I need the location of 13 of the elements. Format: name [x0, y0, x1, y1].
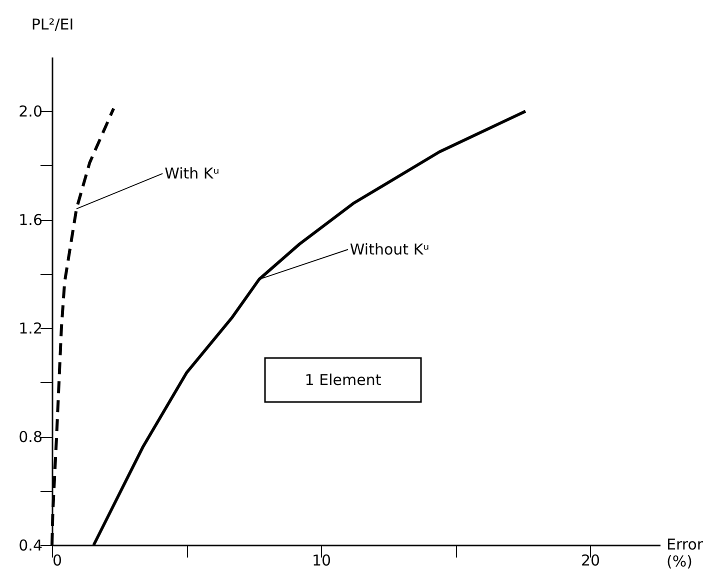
- y-axis-title: PL²/EI: [31, 16, 74, 34]
- x-tick-label: 10: [312, 552, 332, 570]
- y-tick-label: 0.8: [18, 428, 42, 446]
- x-axis-title: Error (%): [666, 536, 704, 570]
- y-tick-label: 0.4: [18, 536, 42, 554]
- annotation: Without Kᵘ: [350, 240, 430, 258]
- x-tick-label: 20: [581, 552, 600, 570]
- y-tick-label: 2.0: [18, 102, 42, 121]
- x-tick-label: 0: [52, 552, 62, 570]
- annotation: With Kᵘ: [164, 164, 220, 183]
- y-tick-label: 1.2: [18, 320, 42, 338]
- y-tick-label: 1.6: [18, 211, 42, 230]
- annotation: 1 Element: [304, 371, 382, 389]
